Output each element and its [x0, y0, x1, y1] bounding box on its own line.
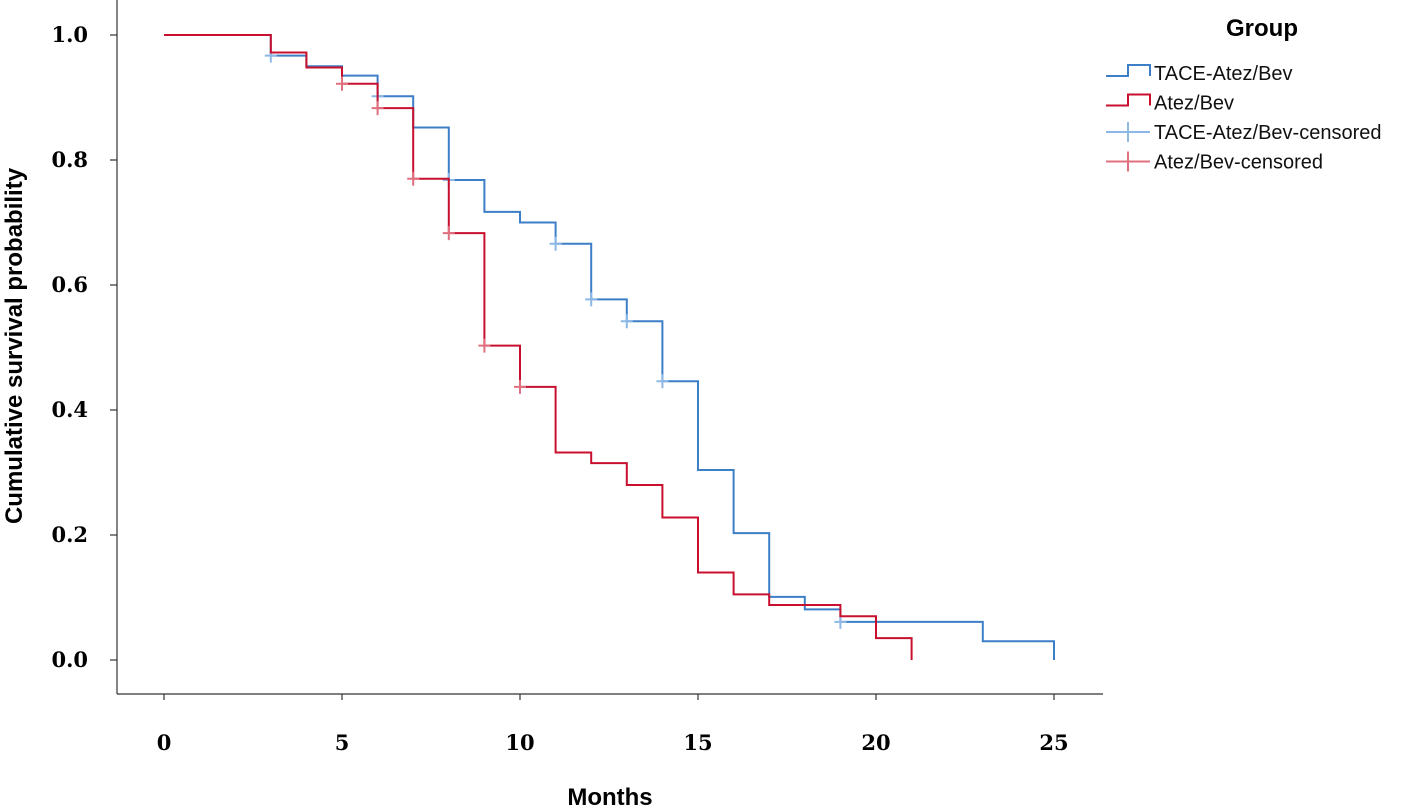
x-tick-label: 5: [335, 730, 350, 755]
legend-swatch: [1106, 64, 1151, 77]
y-tick-label: 0.0: [51, 647, 88, 672]
legend-entry-label: TACE-Atez/Bev-censored: [1154, 122, 1382, 144]
x-tick-label: 25: [1039, 730, 1068, 755]
x-tick-label: 0: [157, 730, 172, 755]
censor-mark: [514, 379, 526, 394]
legend: Group TACE-Atez/BevAtez/BevTACE-Atez/Bev…: [1106, 15, 1382, 174]
y-axis-title: Cumulative survival probability: [1, 167, 28, 524]
legend-entry-label: Atez/Bev: [1154, 93, 1234, 115]
x-tick-label: 15: [683, 730, 712, 755]
censor-mark: [442, 226, 455, 241]
survival-curve-1: [164, 34, 913, 660]
legend-title: Group: [1226, 15, 1298, 42]
censor-mark: [656, 374, 669, 389]
series-layer: [164, 34, 1055, 660]
y-tick-label: 0.4: [51, 397, 88, 422]
x-tick-label: 20: [861, 730, 890, 755]
censor-mark: [336, 76, 348, 91]
legend-entry-label: Atez/Bev-censored: [1154, 152, 1323, 174]
censor-mark: [585, 292, 598, 307]
survival-curve-0: [164, 34, 1055, 660]
x-axis-title: Months: [567, 784, 652, 808]
censor-mark: [549, 236, 562, 251]
censor-mark: [478, 338, 491, 353]
x-tick-label: 10: [505, 730, 534, 755]
y-tick-label: 0.8: [51, 147, 88, 172]
y-tick-label: 0.2: [51, 522, 88, 547]
censor-mark: [371, 101, 384, 116]
y-tick-label: 0.6: [51, 272, 88, 297]
x-ticks: 0 5 10 15 20 25: [157, 694, 1069, 755]
censor-mark: [407, 171, 420, 186]
axes: [116, 0, 1103, 695]
y-tick-label: 1.0: [51, 22, 88, 47]
legend-swatch: [1106, 93, 1151, 107]
legend-entry-label: TACE-Atez/Bev: [1154, 63, 1293, 85]
legend-entries: TACE-Atez/Bev Atez/Bev TACE-Atez/Bev-censo…: [1106, 63, 1382, 174]
y-ticks: 0.0 0.2 0.4 0.6 0.8 1.0: [51, 22, 117, 672]
censor-mark: [620, 314, 633, 329]
